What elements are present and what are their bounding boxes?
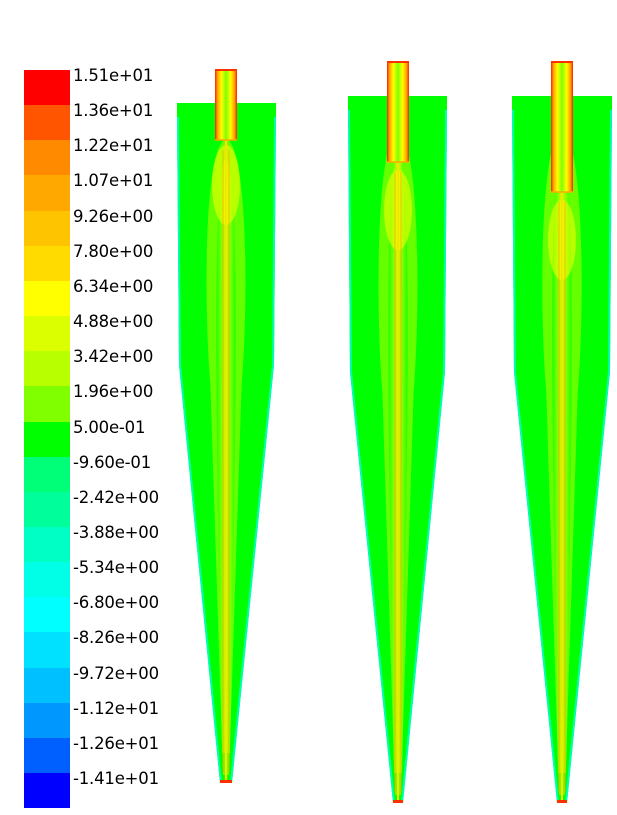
legend-tick-label: -1.26e+01 bbox=[73, 733, 159, 753]
legend-tick-label: 1.07e+01 bbox=[73, 171, 154, 191]
contour-plot-2 bbox=[348, 61, 447, 804]
legend-color-bar bbox=[24, 70, 70, 809]
wall-edge-right bbox=[230, 116, 276, 784]
wall-edge-left bbox=[177, 116, 222, 784]
vortex-finder-pipe bbox=[551, 62, 573, 192]
legend-swatch bbox=[24, 210, 70, 246]
legend-swatch bbox=[24, 421, 70, 457]
legend-tick-label: -9.60e-01 bbox=[73, 452, 151, 472]
legend-tick-label: -3.88e+00 bbox=[73, 522, 159, 542]
legend-swatch bbox=[24, 667, 70, 703]
legend-tick-label: 9.26e+00 bbox=[73, 206, 154, 226]
legend-tick-label: 4.88e+00 bbox=[73, 312, 154, 332]
underflow-outlet bbox=[393, 800, 403, 803]
legend-tick-label: -8.26e+00 bbox=[73, 628, 159, 648]
legend-swatch bbox=[24, 632, 70, 668]
legend-tick-label: 1.36e+01 bbox=[73, 101, 154, 121]
legend-swatch bbox=[24, 562, 70, 598]
legend-tick-label: -1.41e+01 bbox=[73, 769, 159, 788]
legend-swatch bbox=[24, 597, 70, 633]
legend-swatch bbox=[24, 140, 70, 176]
underflow-outlet bbox=[220, 780, 232, 783]
legend-swatch bbox=[24, 351, 70, 387]
legend-tick-label: 1.22e+01 bbox=[73, 136, 154, 156]
legend-swatch bbox=[24, 702, 70, 738]
wall-edge-right bbox=[401, 109, 447, 804]
legend-swatch bbox=[24, 70, 70, 106]
legend-swatch bbox=[24, 526, 70, 563]
contour-plot-3 bbox=[512, 61, 612, 804]
legend-tick-label: -5.34e+00 bbox=[73, 558, 159, 578]
legend-tick-label: -9.72e+00 bbox=[73, 663, 159, 683]
wall-edge-left bbox=[348, 109, 395, 804]
legend-tick-label: 6.34e+00 bbox=[73, 276, 154, 296]
legend-tick-label: 7.80e+00 bbox=[73, 241, 154, 261]
legend-swatch bbox=[24, 245, 70, 282]
contour-plot-1 bbox=[177, 69, 276, 784]
vortex-finder-pipe bbox=[215, 70, 237, 140]
legend-swatch bbox=[24, 456, 70, 492]
legend-swatch bbox=[24, 491, 70, 528]
legend-tick-label: 3.42e+00 bbox=[73, 347, 154, 367]
underflow-outlet bbox=[557, 800, 567, 803]
legend-swatch bbox=[24, 105, 70, 141]
legend-swatch bbox=[24, 316, 70, 352]
legend-swatch bbox=[24, 175, 70, 211]
legend-tick-label: -1.12e+01 bbox=[73, 698, 159, 718]
legend-tick-label: 5.00e-01 bbox=[73, 417, 146, 437]
legend-tick-label: 1.51e+01 bbox=[73, 66, 154, 85]
legend-tick-label: 1.96e+00 bbox=[73, 382, 154, 402]
wall-edge-right bbox=[565, 109, 612, 804]
legend-swatch bbox=[24, 280, 70, 317]
vortex-finder-pipe bbox=[387, 62, 409, 162]
legend-tick-label: -6.80e+00 bbox=[73, 593, 159, 613]
wall-edge-left bbox=[512, 109, 559, 804]
legend-swatch bbox=[24, 737, 70, 774]
legend-swatch bbox=[24, 773, 70, 809]
legend-swatch bbox=[24, 386, 70, 422]
legend-tick-label: -2.42e+00 bbox=[73, 487, 159, 507]
